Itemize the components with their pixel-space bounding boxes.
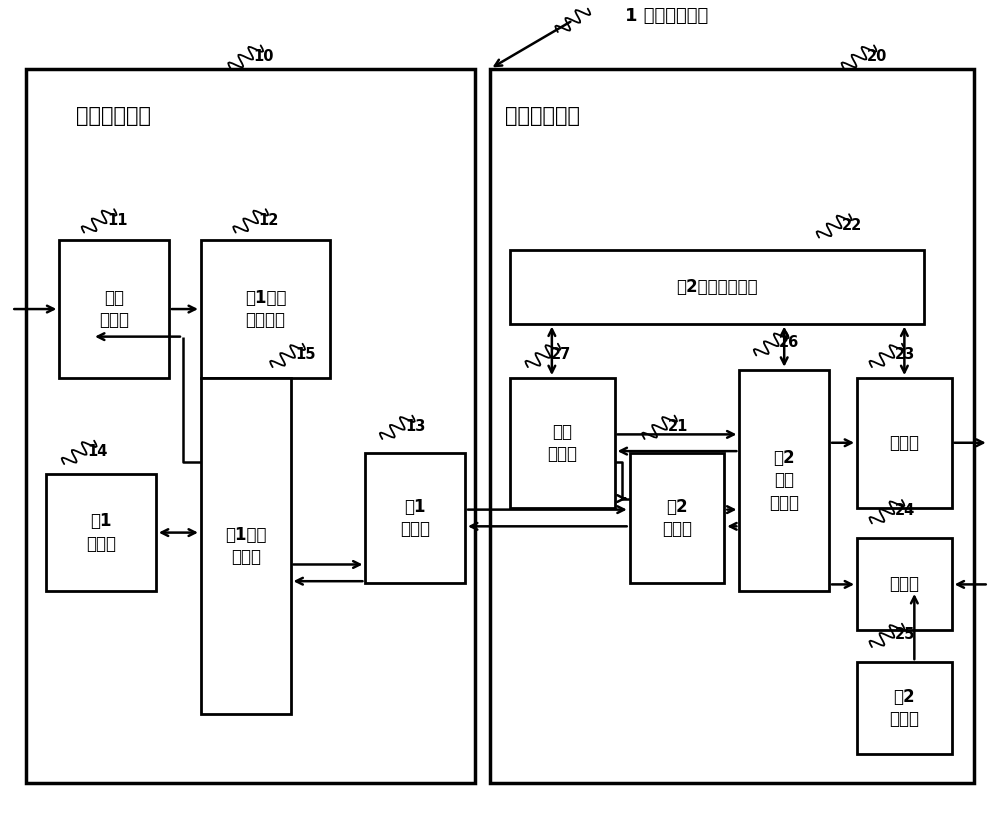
Text: 图像
处理部: 图像 处理部: [547, 423, 577, 463]
Bar: [26, 69, 475, 784]
Text: 12: 12: [259, 212, 279, 227]
Text: 输入部: 输入部: [889, 576, 919, 593]
Text: 第1图像
存储器部: 第1图像 存储器部: [245, 289, 286, 329]
Bar: [490, 69, 974, 784]
Text: 15: 15: [296, 347, 316, 362]
Text: 信息处理装置: 信息处理装置: [505, 107, 580, 127]
Bar: [201, 378, 291, 714]
Text: 第2
存储部: 第2 存储部: [889, 688, 919, 728]
Text: 第1
接口部: 第1 接口部: [400, 498, 430, 538]
Bar: [857, 378, 952, 508]
Text: 25: 25: [895, 627, 915, 642]
Bar: [201, 240, 330, 378]
Text: 11: 11: [107, 212, 128, 227]
Text: 22: 22: [842, 217, 862, 232]
Text: 27: 27: [551, 347, 571, 362]
Text: 第2图像存储器部: 第2图像存储器部: [676, 278, 758, 296]
Text: 第1
存储部: 第1 存储部: [86, 513, 116, 553]
Text: 21: 21: [668, 419, 688, 434]
Text: 14: 14: [87, 444, 108, 459]
Text: 1 图像处理系统: 1 图像处理系统: [625, 7, 708, 24]
Text: 26: 26: [779, 336, 799, 351]
Bar: [630, 453, 724, 583]
Text: 13: 13: [405, 419, 426, 434]
Text: 显示部: 显示部: [889, 434, 919, 451]
Text: 第2
中央
处理部: 第2 中央 处理部: [769, 449, 799, 512]
Text: 第1中央
处理部: 第1中央 处理部: [225, 526, 266, 566]
Bar: [510, 378, 615, 508]
Text: 图像
输入部: 图像 输入部: [99, 289, 129, 329]
Text: 24: 24: [895, 503, 915, 519]
Text: 第2
接口部: 第2 接口部: [662, 498, 692, 538]
Text: 20: 20: [867, 49, 887, 64]
Bar: [365, 453, 465, 583]
Bar: [857, 539, 952, 630]
Bar: [739, 370, 829, 591]
Bar: [510, 250, 924, 324]
Text: 10: 10: [254, 49, 274, 64]
Bar: [857, 662, 952, 754]
Text: 图像读取装置: 图像读取装置: [76, 107, 151, 127]
Bar: [59, 240, 169, 378]
Text: 23: 23: [895, 347, 915, 362]
Bar: [46, 474, 156, 591]
